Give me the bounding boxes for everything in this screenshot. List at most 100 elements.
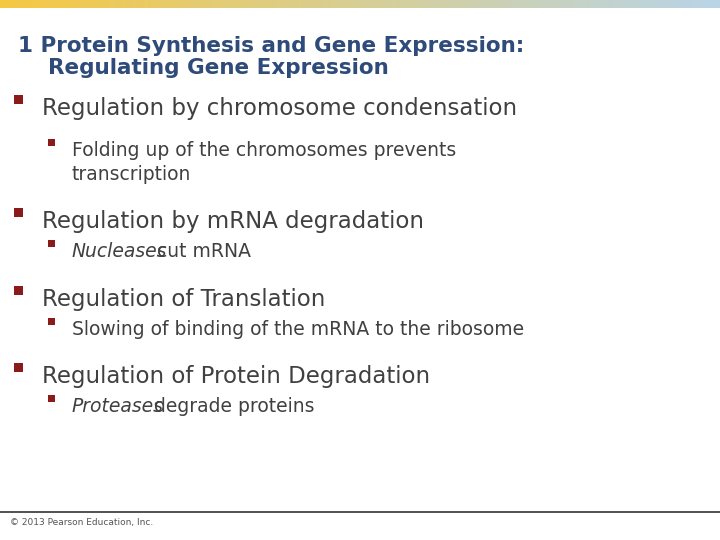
- Bar: [601, 0, 605, 8]
- Bar: [119, 0, 122, 8]
- Bar: [202, 0, 205, 8]
- Bar: [680, 0, 684, 8]
- Bar: [263, 0, 266, 8]
- Bar: [691, 0, 695, 8]
- Bar: [428, 0, 432, 8]
- Bar: [14, 208, 23, 217]
- Bar: [169, 0, 173, 8]
- Bar: [443, 0, 446, 8]
- Bar: [529, 0, 533, 8]
- Bar: [115, 0, 119, 8]
- Bar: [389, 0, 392, 8]
- Bar: [461, 0, 464, 8]
- Bar: [479, 0, 482, 8]
- Bar: [547, 0, 551, 8]
- Bar: [673, 0, 677, 8]
- Bar: [209, 0, 212, 8]
- Bar: [353, 0, 356, 8]
- Bar: [644, 0, 648, 8]
- Bar: [641, 0, 644, 8]
- Bar: [18, 0, 22, 8]
- Bar: [518, 0, 522, 8]
- Bar: [252, 0, 256, 8]
- Bar: [36, 0, 40, 8]
- Bar: [166, 0, 169, 8]
- Bar: [122, 0, 126, 8]
- Bar: [76, 0, 79, 8]
- Bar: [50, 0, 54, 8]
- Bar: [446, 0, 450, 8]
- Bar: [288, 0, 292, 8]
- Bar: [205, 0, 209, 8]
- Bar: [212, 0, 216, 8]
- Bar: [367, 0, 371, 8]
- Bar: [497, 0, 500, 8]
- Bar: [630, 0, 634, 8]
- Bar: [454, 0, 457, 8]
- Bar: [410, 0, 414, 8]
- Bar: [364, 0, 367, 8]
- Bar: [191, 0, 194, 8]
- Bar: [148, 0, 151, 8]
- Bar: [68, 0, 72, 8]
- Bar: [101, 0, 104, 8]
- Bar: [634, 0, 637, 8]
- Bar: [612, 0, 616, 8]
- Bar: [29, 0, 32, 8]
- Bar: [598, 0, 601, 8]
- Bar: [126, 0, 130, 8]
- Bar: [623, 0, 626, 8]
- Bar: [511, 0, 515, 8]
- Bar: [292, 0, 295, 8]
- Bar: [475, 0, 479, 8]
- Bar: [583, 0, 587, 8]
- Text: Regulating Gene Expression: Regulating Gene Expression: [18, 58, 389, 78]
- Bar: [180, 0, 184, 8]
- Bar: [108, 0, 112, 8]
- Bar: [468, 0, 472, 8]
- Bar: [418, 0, 421, 8]
- Bar: [48, 240, 55, 247]
- Bar: [486, 0, 490, 8]
- Bar: [227, 0, 230, 8]
- Bar: [313, 0, 317, 8]
- Bar: [281, 0, 284, 8]
- Bar: [356, 0, 360, 8]
- Text: Nucleases: Nucleases: [72, 242, 167, 261]
- Bar: [14, 363, 23, 372]
- Bar: [439, 0, 443, 8]
- Bar: [176, 0, 180, 8]
- Bar: [382, 0, 385, 8]
- Bar: [616, 0, 619, 8]
- Bar: [576, 0, 580, 8]
- Bar: [14, 0, 18, 8]
- Bar: [508, 0, 511, 8]
- Text: Regulation by mRNA degradation: Regulation by mRNA degradation: [42, 210, 424, 233]
- Bar: [83, 0, 86, 8]
- Bar: [400, 0, 403, 8]
- Bar: [7, 0, 11, 8]
- Bar: [587, 0, 590, 8]
- Bar: [25, 0, 29, 8]
- Bar: [392, 0, 396, 8]
- Bar: [695, 0, 698, 8]
- Bar: [684, 0, 688, 8]
- Bar: [245, 0, 248, 8]
- Bar: [104, 0, 108, 8]
- Bar: [432, 0, 436, 8]
- Bar: [220, 0, 223, 8]
- Text: Regulation of Translation: Regulation of Translation: [42, 288, 325, 311]
- Bar: [504, 0, 508, 8]
- Bar: [436, 0, 439, 8]
- Bar: [637, 0, 641, 8]
- Bar: [198, 0, 202, 8]
- Bar: [464, 0, 468, 8]
- Bar: [371, 0, 374, 8]
- Bar: [133, 0, 137, 8]
- Bar: [565, 0, 569, 8]
- Bar: [374, 0, 378, 8]
- Bar: [515, 0, 518, 8]
- Bar: [22, 0, 25, 8]
- Bar: [425, 0, 428, 8]
- Bar: [500, 0, 504, 8]
